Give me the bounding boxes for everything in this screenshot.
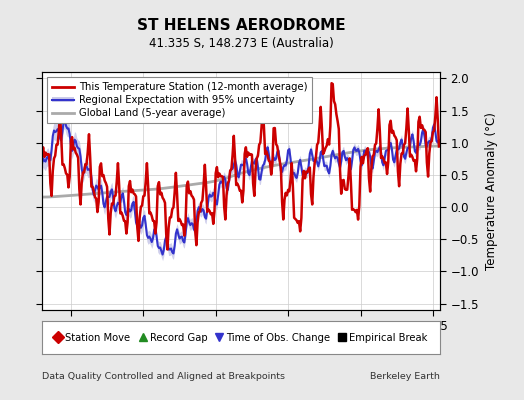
Text: Berkeley Earth: Berkeley Earth — [370, 372, 440, 381]
Text: ST HELENS AERODROME: ST HELENS AERODROME — [137, 18, 345, 33]
Legend: This Temperature Station (12-month average), Regional Expectation with 95% uncer: This Temperature Station (12-month avera… — [47, 77, 312, 123]
Legend: Station Move, Record Gap, Time of Obs. Change, Empirical Break: Station Move, Record Gap, Time of Obs. C… — [50, 329, 432, 346]
Y-axis label: Temperature Anomaly (°C): Temperature Anomaly (°C) — [485, 112, 498, 270]
Text: 41.335 S, 148.273 E (Australia): 41.335 S, 148.273 E (Australia) — [149, 37, 333, 50]
Text: Data Quality Controlled and Aligned at Breakpoints: Data Quality Controlled and Aligned at B… — [42, 372, 285, 381]
